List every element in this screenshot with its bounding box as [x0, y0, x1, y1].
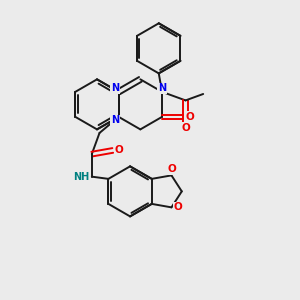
Text: N: N [158, 83, 166, 93]
Text: N: N [111, 116, 119, 125]
Text: O: O [174, 202, 182, 212]
Text: O: O [181, 123, 190, 133]
Text: O: O [115, 146, 124, 155]
Text: N: N [111, 83, 119, 93]
Text: NH: NH [74, 172, 90, 182]
Text: O: O [167, 164, 176, 174]
Text: O: O [185, 112, 194, 122]
